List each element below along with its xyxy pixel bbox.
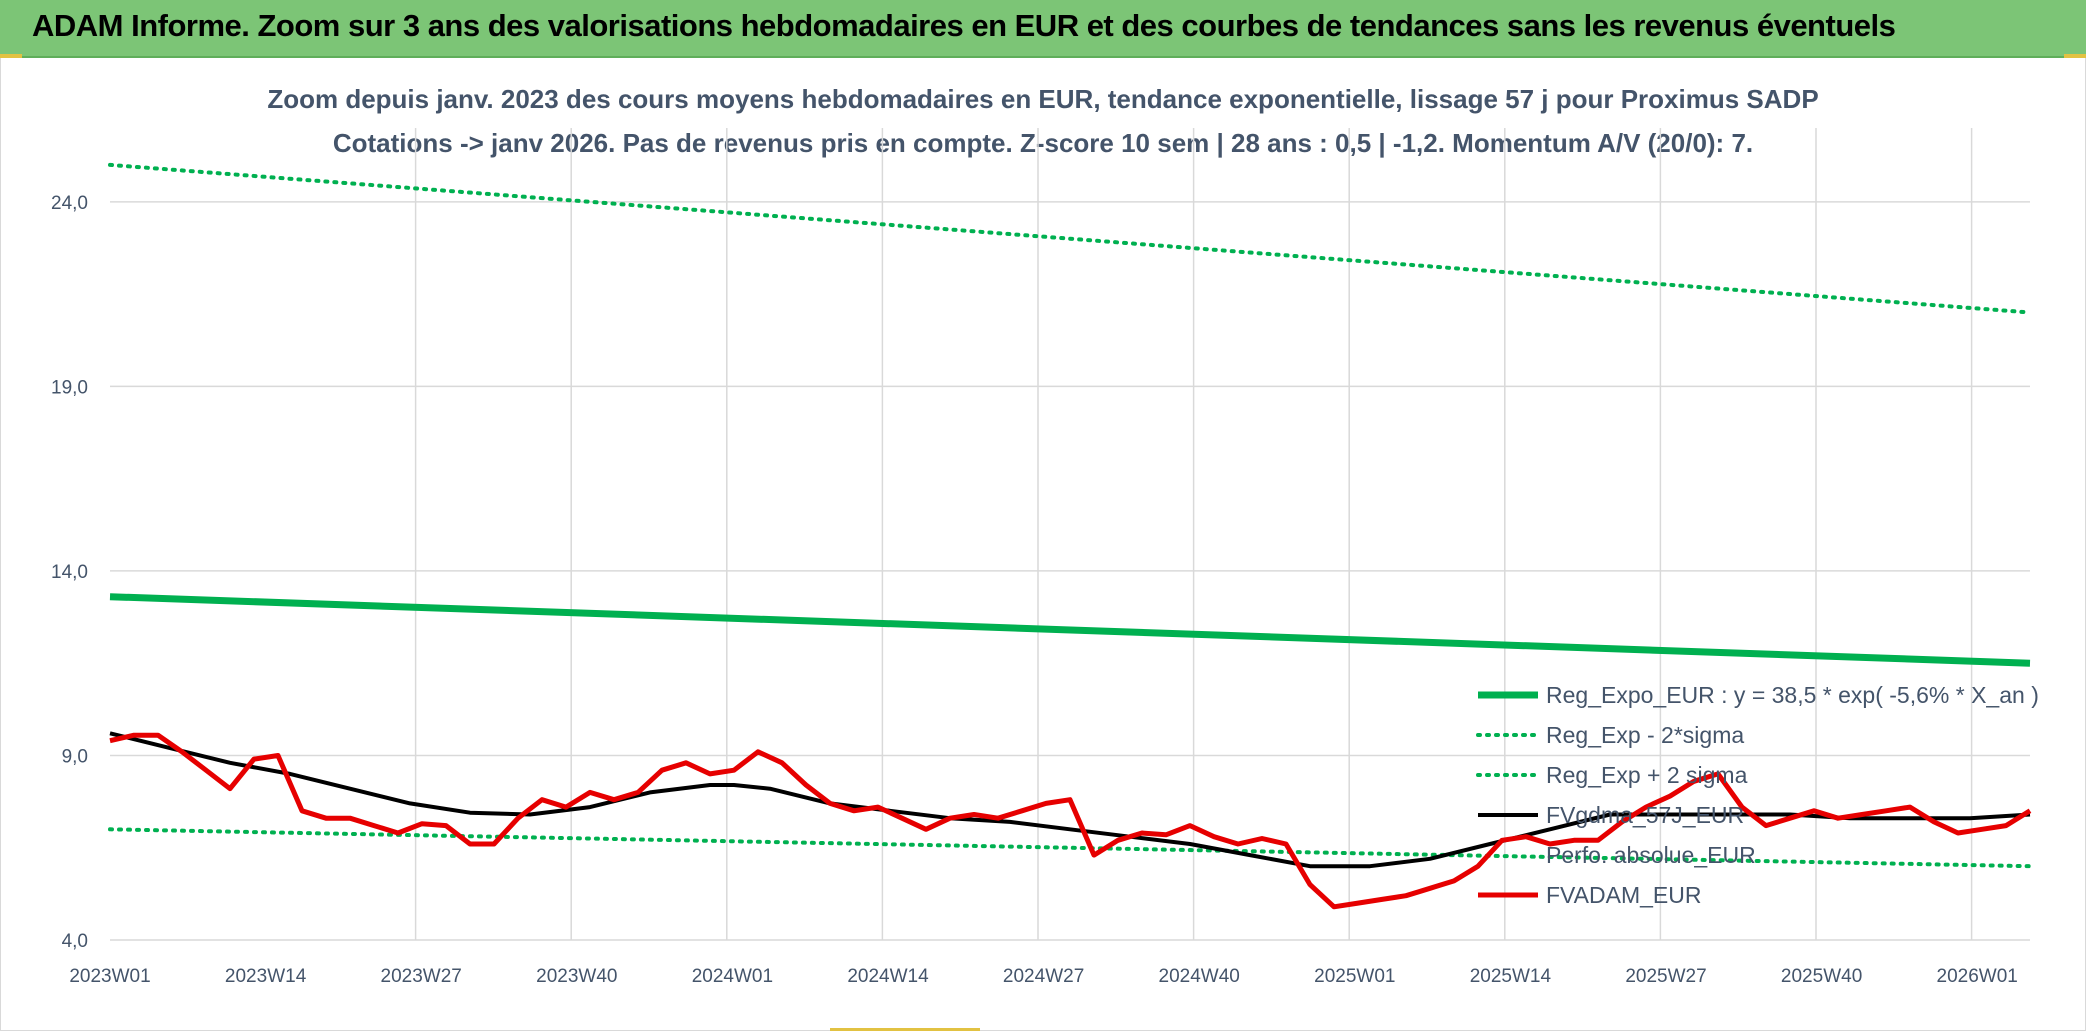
chart-title-line-2: Cotations -> janv 2026. Pas de revenus p… [332,128,1754,158]
legend-label: Reg_Expo_EUR : y = 38,5 * exp( -5,6% * X… [1546,682,2039,708]
y-tick-label: 4,0 [62,931,88,952]
y-tick-label: 14,0 [51,562,88,583]
legend-label: FVgdma_57J_EUR [1546,802,1744,828]
legend-label: Reg_Exp + 2 sigma [1546,762,1748,788]
x-tick-label: 2025W27 [1625,966,1706,987]
y-tick-label: 24,0 [51,193,88,214]
bottom-accent [830,1028,980,1031]
x-tick-label: 2023W14 [225,966,307,987]
y-axis-ticks: 4,0 9,0 14,0 19,0 24,0 [51,193,88,952]
x-tick-label: 2025W40 [1781,966,1862,987]
x-tick-label: 2023W27 [381,966,462,987]
series-line-1 [108,827,2032,869]
x-tick-label: 2025W14 [1470,966,1552,987]
x-tick-label: 2023W01 [69,966,150,987]
x-tick-label: 2024W40 [1159,966,1240,987]
legend-label: FVADAM_EUR [1546,882,1702,908]
x-tick-label: 2026W01 [1937,966,2018,987]
y-tick-label: 19,0 [51,377,88,398]
series-line-5 [109,732,2032,910]
chart-legend: Reg_Expo_EUR : y = 38,5 * exp( -5,6% * X… [1476,682,2039,908]
y-tick-label: 9,0 [62,746,88,767]
x-tick-label: 2024W27 [1003,966,1084,987]
x-tick-label: 2024W01 [692,966,773,987]
x-tick-label: 2025W01 [1314,966,1395,987]
chart-series [108,162,2032,910]
chart-title-line-1: Zoom depuis janv. 2023 des cours moyens … [267,84,1819,114]
header-banner: ADAM Informe. Zoom sur 3 ans des valoris… [0,0,2086,58]
page-title: ADAM Informe. Zoom sur 3 ans des valoris… [32,8,1896,43]
series-line-3 [109,731,2031,869]
x-tick-label: 2024W14 [847,966,929,987]
legend-label: Reg_Exp - 2*sigma [1546,722,1744,748]
series-line-2 [108,162,2032,315]
banner-accent-left [0,54,22,58]
x-axis-ticks: 2023W01 2023W14 2023W27 2023W40 2024W01 2024W… [69,966,2018,987]
series-line-0 [109,593,2031,667]
banner-accent-right [2064,54,2086,58]
x-tick-label: 2023W40 [536,966,617,987]
legend-label: Perfo. absolue_EUR [1546,842,1756,868]
chart-grid [110,128,2030,941]
